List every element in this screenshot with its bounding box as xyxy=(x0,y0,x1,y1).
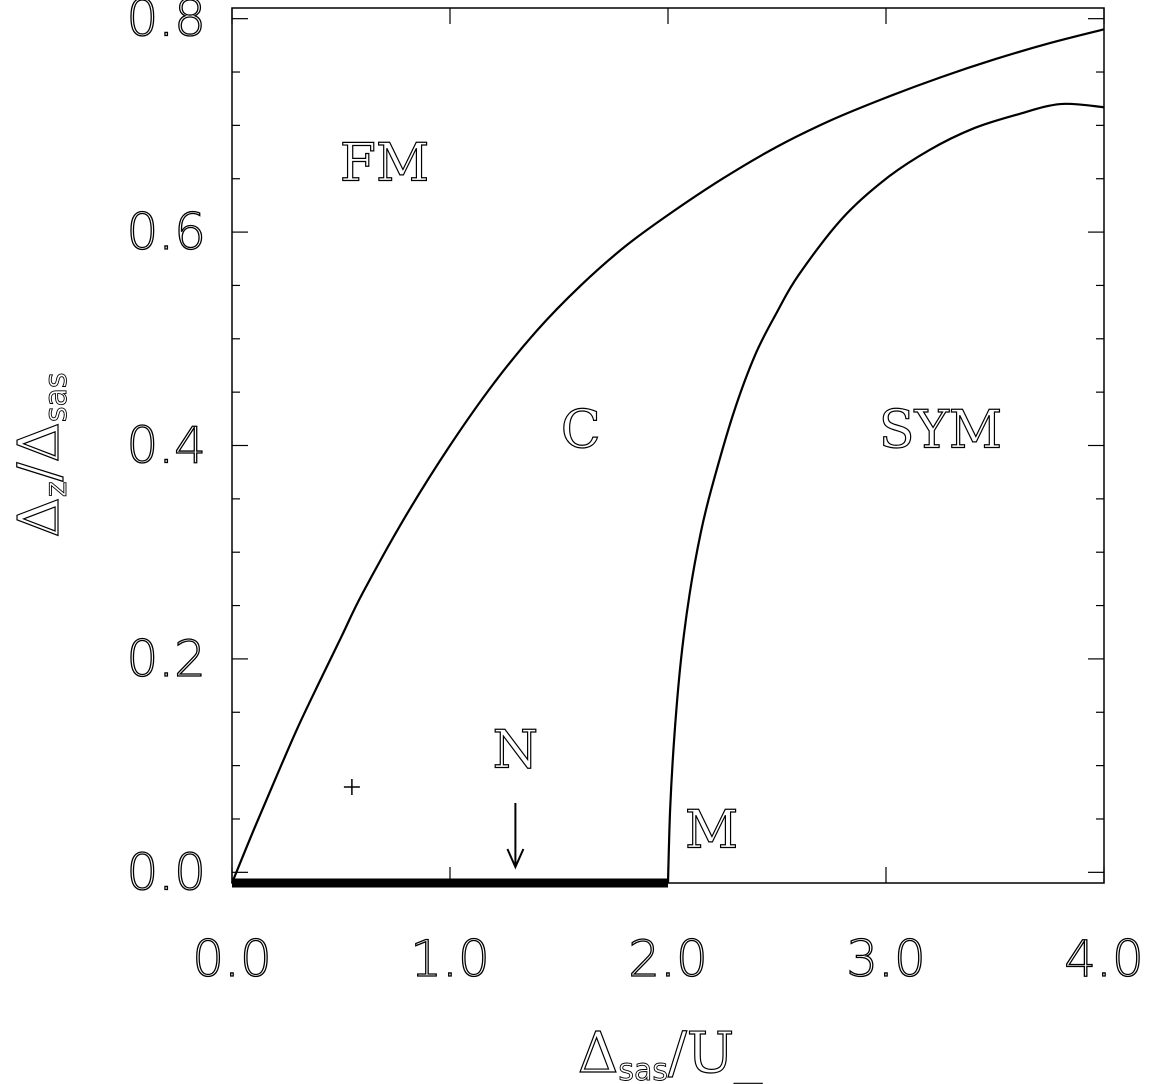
y-tick-label: 0.4 xyxy=(126,417,206,475)
plus-marker xyxy=(343,778,360,795)
x-tick-label: 0.0 xyxy=(192,930,272,988)
phase-boundary-1 xyxy=(230,28,1105,884)
y-tick-label: 0.6 xyxy=(126,203,206,261)
phase-boundary-2 xyxy=(666,102,1105,884)
region-label-m: M xyxy=(685,801,738,861)
y-axis-label-main: Δ xyxy=(7,497,72,537)
y-axis-label-subscript: z xyxy=(39,481,74,497)
x-axis-label: Δsas/U_ xyxy=(578,1021,762,1084)
x-axis-label-rest: /U_ xyxy=(668,1021,762,1084)
y-tick-label: 0.2 xyxy=(126,630,206,688)
region-label-c: C xyxy=(561,400,601,460)
x-tick-label: 3.0 xyxy=(846,930,926,988)
region-label-fm: FM xyxy=(340,134,429,194)
x-tick-label: 2.0 xyxy=(628,930,708,988)
region-labels: FM C SYM N M xyxy=(339,133,1002,861)
arrow-down-icon xyxy=(506,802,525,870)
y-tick-label: 0.8 xyxy=(126,0,206,48)
y-axis-label: Δz/Δsas xyxy=(7,372,74,537)
plot-frame xyxy=(231,7,1105,884)
x-axis-label-main: Δ xyxy=(578,1021,618,1084)
region-label-n: N xyxy=(493,721,539,781)
y-axis-label-subscript-2: sas xyxy=(39,372,74,422)
y-axis-label-mid: /Δ xyxy=(7,422,72,481)
tick-labels: 0.0 0.2 0.4 0.6 0.8 0.0 1.0 2.0 3.0 4.0 xyxy=(126,0,1145,989)
x-axis-label-subscript: sas xyxy=(618,1053,668,1084)
x-tick-label: 4.0 xyxy=(1064,930,1144,988)
x-tick-label: 1.0 xyxy=(410,930,490,988)
region-label-sym: SYM xyxy=(879,400,1002,460)
y-tick-label: 0.0 xyxy=(126,843,206,901)
